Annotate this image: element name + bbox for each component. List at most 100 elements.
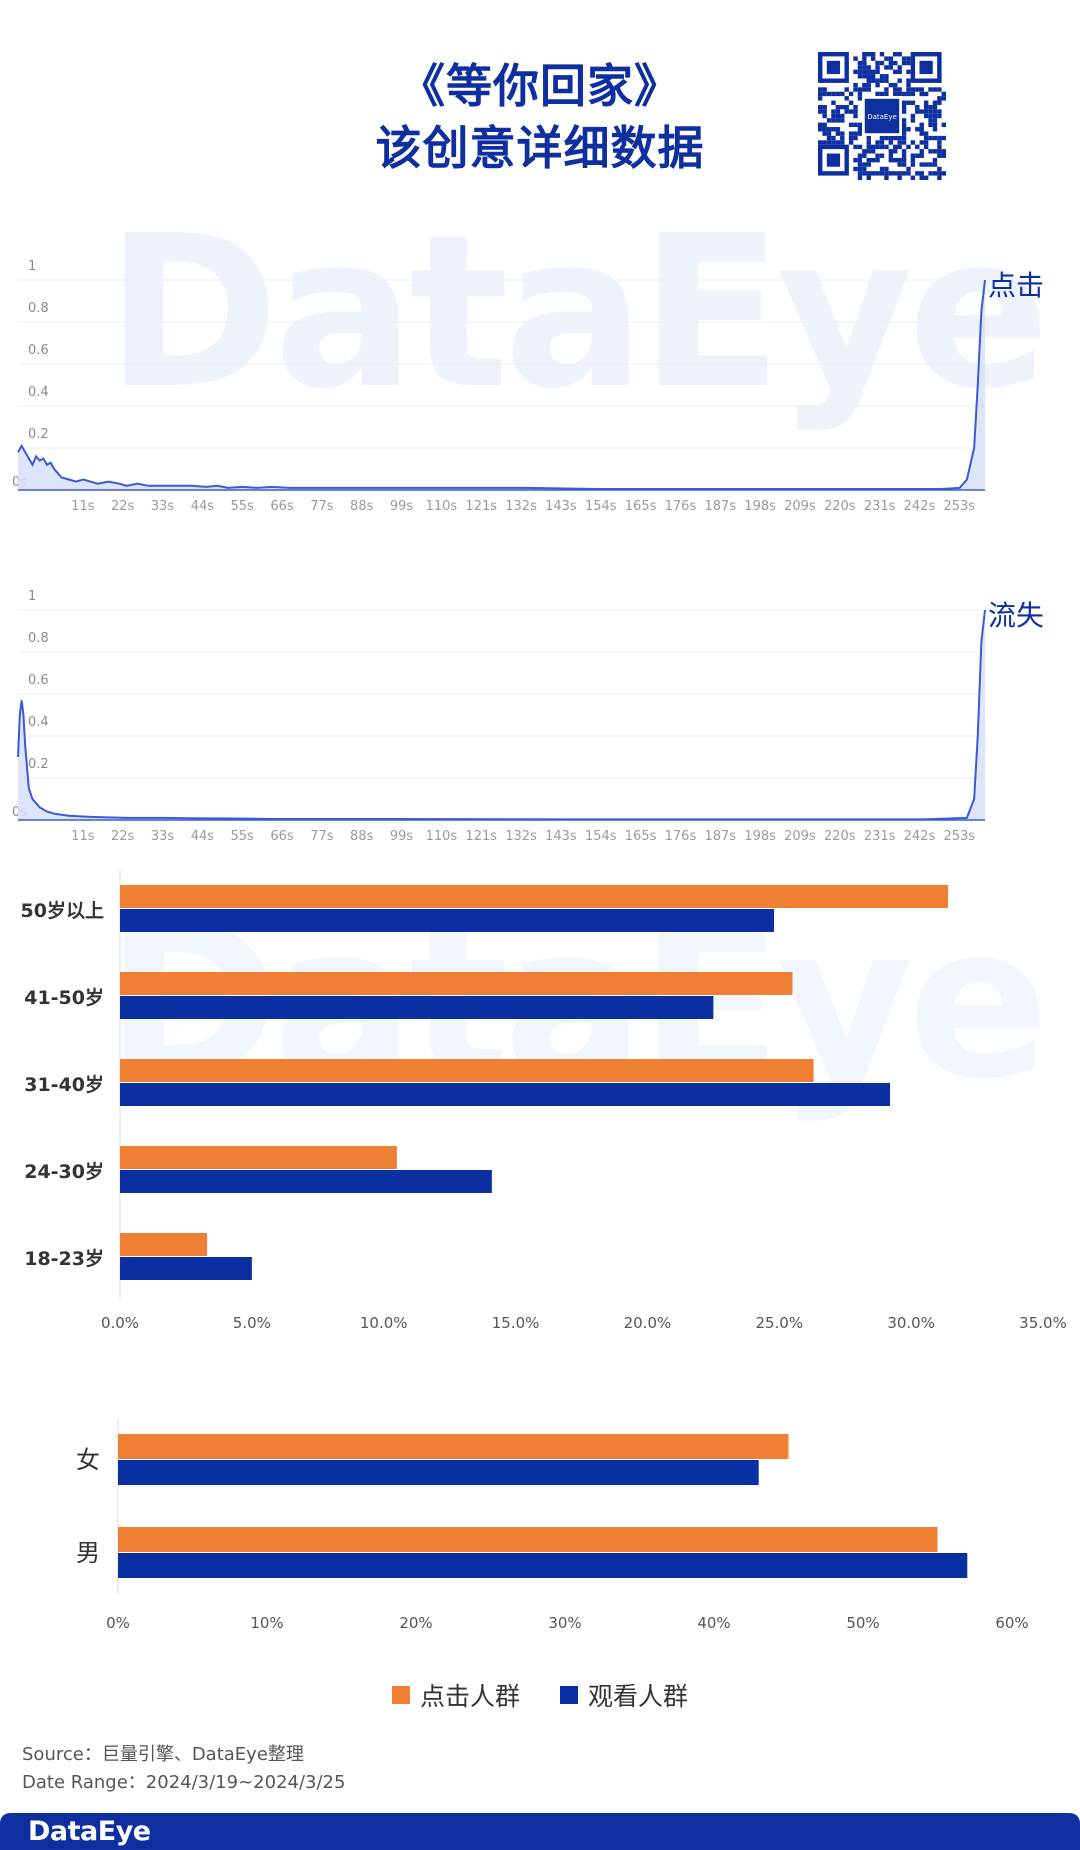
area-fill — [18, 610, 985, 820]
qr-module — [910, 162, 916, 167]
qr-code: DataEye — [818, 52, 946, 180]
qr-module — [906, 69, 911, 75]
y-tick-label: 0.6 — [28, 673, 49, 688]
qr-module — [910, 91, 916, 97]
qr-module — [901, 157, 907, 163]
qr-module — [928, 109, 933, 114]
bar-view — [120, 1083, 891, 1106]
qr-module — [835, 118, 841, 123]
category-label: 24-30岁 — [24, 1160, 104, 1183]
qr-module — [840, 118, 845, 123]
qr-module — [826, 118, 832, 123]
qr-module — [835, 140, 841, 145]
x-tick-label: 30.0% — [887, 1314, 935, 1332]
qr-module — [932, 171, 938, 176]
qr-module — [897, 52, 902, 57]
qr-module — [848, 131, 854, 136]
x-tick-label: 231s — [864, 829, 896, 844]
x-tick-label: 88s — [350, 499, 374, 514]
legend-swatch-orange — [391, 1686, 410, 1704]
qr-module — [857, 144, 863, 150]
qr-module — [897, 162, 902, 167]
x-tick-label: 143s — [545, 829, 577, 844]
qr-module — [853, 87, 858, 92]
qr-module — [857, 60, 863, 66]
qr-module — [857, 175, 863, 180]
qr-module — [862, 74, 867, 79]
x-tick-label: 220s — [824, 829, 856, 844]
qr-module — [937, 149, 942, 154]
legend-swatch-navy — [560, 1686, 578, 1704]
qr-logo-text: DataEye — [867, 113, 897, 121]
qr-module — [888, 56, 894, 61]
x-tick-label: 132s — [505, 499, 537, 514]
qr-module — [879, 78, 885, 83]
qr-module — [910, 100, 916, 105]
bar-view — [118, 1553, 968, 1578]
qr-module — [919, 149, 924, 154]
legend-label: 点击人群 — [419, 1682, 520, 1711]
qr-module — [932, 100, 938, 105]
qr-module — [875, 69, 880, 75]
qr-module — [901, 56, 907, 61]
qr-module — [932, 162, 938, 167]
x-tick-label: 77s — [310, 499, 334, 514]
qr-module — [857, 162, 863, 167]
qr-module — [901, 118, 907, 123]
footer-bar: DataEye — [0, 1813, 1080, 1850]
y-tick-label: 0.6 — [28, 343, 49, 358]
qr-module — [937, 87, 942, 92]
qr-module — [919, 175, 924, 180]
qr-module — [937, 166, 942, 172]
qr-module — [853, 166, 858, 172]
qr-module — [831, 109, 836, 114]
qr-module — [893, 157, 898, 163]
qr-finder-core — [826, 60, 841, 75]
x-tick-label: 165s — [625, 829, 657, 844]
qr-module — [906, 127, 911, 132]
qr-module — [875, 65, 880, 70]
qr-module — [857, 96, 863, 101]
x-tick-label: 88s — [350, 829, 374, 844]
qr-module — [870, 78, 876, 83]
qr-module — [937, 140, 942, 145]
y-tick-label: 1 — [28, 589, 36, 604]
qr-module — [888, 65, 894, 70]
x-tick-label: 40% — [697, 1614, 730, 1632]
qr-module — [919, 140, 924, 145]
qr-module — [866, 78, 871, 83]
qr-module — [866, 157, 871, 163]
qr-module — [893, 87, 898, 92]
qr-module — [897, 78, 902, 83]
qr-module — [893, 60, 898, 66]
qr-module — [893, 149, 898, 154]
x-tick-label: 5.0% — [233, 1314, 271, 1332]
qr-module — [866, 69, 871, 75]
churn-curve-chart: 10.80.60.40.20s11s22s33s44s55s66s77s88s9… — [0, 580, 1080, 850]
x-tick-label: 11s — [71, 499, 95, 514]
qr-module — [937, 135, 942, 141]
qr-module — [901, 100, 907, 105]
legend-item-click: 点击人群 — [391, 1677, 520, 1713]
x-tick-label: 10.0% — [360, 1314, 408, 1332]
qr-module — [857, 69, 863, 75]
qr-module — [928, 118, 933, 123]
qr-module — [884, 78, 889, 83]
qr-module — [901, 109, 907, 114]
qr-module — [879, 60, 885, 66]
x-tick-label: 66s — [270, 499, 294, 514]
qr-module — [932, 104, 938, 110]
qr-module — [853, 131, 858, 136]
bar-view — [120, 1170, 492, 1193]
x-tick-label: 121s — [465, 829, 497, 844]
qr-module — [928, 104, 933, 110]
qr-module — [897, 91, 902, 97]
x-tick-label: 198s — [744, 829, 776, 844]
x-tick-label: 22s — [111, 499, 135, 514]
qr-module — [923, 104, 929, 110]
qr-module — [910, 87, 916, 92]
qr-module — [870, 149, 876, 154]
qr-module — [923, 162, 929, 167]
qr-module — [906, 91, 911, 97]
qr-module — [870, 144, 876, 150]
